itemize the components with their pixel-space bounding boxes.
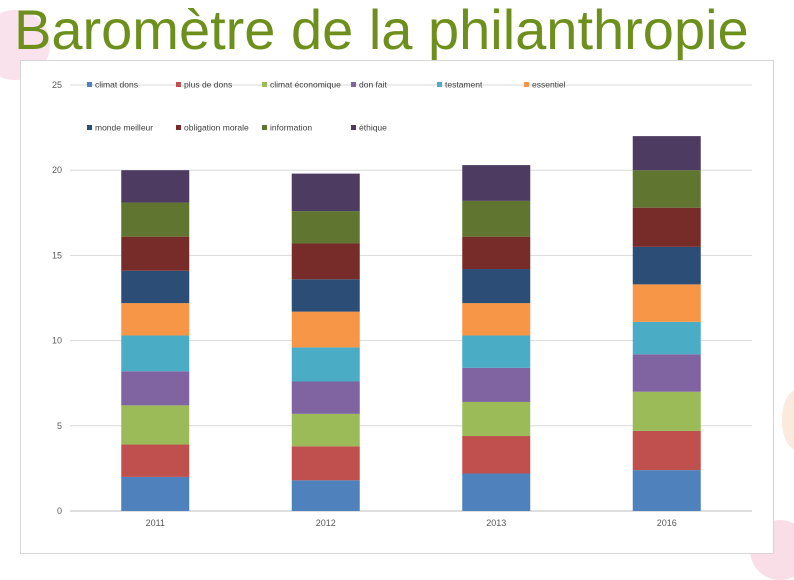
legend-label: essentiel: [532, 80, 566, 90]
bar-segment-6: [291, 311, 360, 348]
x-tick-label: 2013: [486, 518, 506, 528]
slide-title: Baromètre de la philanthropie: [14, 0, 749, 61]
x-tick-label: 2012: [316, 518, 336, 528]
bar-segment-7: [291, 279, 360, 312]
legend-label: plus de dons: [184, 80, 232, 90]
legend-label: climat dons: [95, 80, 138, 90]
y-tick-label: 15: [52, 250, 62, 260]
x-tick-label: 2011: [146, 518, 165, 528]
legend-label: don fait: [359, 80, 388, 90]
legend-swatch: [87, 82, 92, 87]
bar-segment-10: [121, 170, 190, 203]
legend-label: obligation morale: [184, 123, 249, 133]
y-tick-label: 20: [52, 165, 62, 175]
legend-swatch: [87, 125, 92, 130]
y-tick-label: 0: [57, 506, 62, 516]
bar-segment-9: [291, 211, 360, 244]
bar-segment-8: [632, 207, 701, 247]
legend-swatch: [524, 82, 529, 87]
x-tick-label: 2016: [657, 518, 677, 528]
bar-segment-6: [632, 284, 701, 322]
bar-segment-9: [632, 170, 701, 208]
bar-segment-5: [462, 335, 531, 368]
bar-segment-7: [121, 270, 190, 304]
legend-swatch: [176, 82, 181, 87]
bar-segment-10: [291, 173, 360, 212]
legend-label: information: [270, 123, 312, 133]
bar-segment-10: [632, 136, 701, 171]
bar-segment-1: [121, 476, 190, 511]
bar-segment-2: [121, 444, 190, 477]
bar-segment-4: [462, 367, 531, 402]
bar-segment-4: [632, 354, 701, 392]
legend-swatch: [262, 82, 267, 87]
bar-segment-3: [291, 413, 360, 447]
bar-segment-3: [632, 391, 701, 431]
bar-segment-10: [462, 165, 531, 201]
legend-label: climat économique: [270, 80, 341, 90]
legend-swatch: [437, 82, 442, 87]
bar-segment-5: [291, 347, 360, 382]
legend-swatch: [262, 125, 267, 130]
legend-swatch: [351, 82, 356, 87]
bar-segment-2: [632, 430, 701, 471]
bar-segment-5: [632, 321, 701, 355]
decor-circle: [782, 390, 794, 450]
bar-segment-8: [462, 236, 531, 270]
bar-segment-6: [121, 303, 190, 336]
bar-segment-6: [462, 303, 531, 336]
bar-segment-1: [632, 470, 701, 511]
bar-segment-2: [462, 436, 531, 474]
y-tick-label: 5: [57, 421, 62, 431]
bar-segment-3: [121, 405, 190, 445]
bar-segment-1: [462, 473, 531, 511]
bar-segment-3: [462, 401, 531, 437]
bar-segment-7: [462, 269, 531, 304]
bar-segment-1: [291, 480, 360, 511]
bar-segment-9: [462, 200, 531, 237]
y-tick-label: 10: [52, 336, 62, 346]
bar-segment-5: [121, 335, 190, 372]
legend-label: testament: [445, 80, 483, 90]
bar-segment-2: [291, 446, 360, 481]
bar-segment-4: [291, 381, 360, 414]
bar-segment-4: [121, 371, 190, 406]
legend-label: monde meilleur: [95, 123, 153, 133]
legend-label: éthique: [359, 123, 387, 133]
y-tick-label: 25: [52, 80, 62, 90]
bar-segment-8: [121, 236, 190, 271]
bar-segment-8: [291, 243, 360, 280]
legend-swatch: [176, 125, 181, 130]
bar-segment-7: [632, 246, 701, 285]
legend-swatch: [351, 125, 356, 130]
bar-segment-9: [121, 202, 190, 237]
